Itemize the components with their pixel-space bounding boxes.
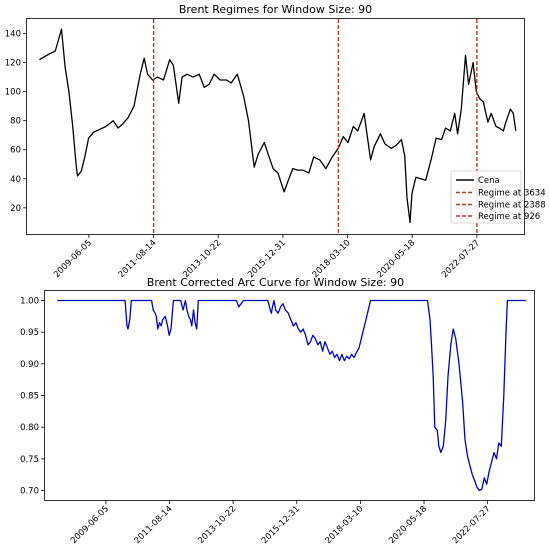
x-tick-label: 2022-07-27 bbox=[451, 504, 493, 546]
x-tick-label: 2013-10-22 bbox=[196, 504, 238, 546]
x-tick-label: 2018-03-10 bbox=[324, 504, 366, 546]
x-tick-label: 2013-10-22 bbox=[181, 238, 223, 280]
legend-label-regime-926: Regime at 926 bbox=[478, 212, 540, 222]
arc-curve-chart-lines bbox=[57, 299, 526, 492]
y-tick-label: 60 bbox=[10, 146, 21, 156]
arc-curve-chart-frame bbox=[44, 290, 535, 501]
y-tick-label: 120 bbox=[5, 59, 21, 69]
x-tick-label: 2020-05-18 bbox=[375, 238, 417, 280]
series-line-cena bbox=[39, 28, 517, 224]
y-tick-label: 20 bbox=[10, 204, 21, 214]
y-tick-label: 0.90 bbox=[20, 360, 39, 370]
regimes-chart: Brent Regimes for Window Size: 90 2009-0… bbox=[5, 3, 546, 280]
arc-curve-chart: Brent Corrected Arc Curve for Window Siz… bbox=[20, 276, 535, 546]
legend-box bbox=[450, 170, 522, 224]
x-tick-label: 2009-06-05 bbox=[52, 238, 94, 280]
y-tick-label: 0.70 bbox=[20, 487, 39, 497]
x-tick-label: 2015-12-31 bbox=[246, 238, 288, 280]
x-tick-label: 2020-05-18 bbox=[387, 504, 429, 546]
arc-curve-chart-x-ticks: 2009-06-05 2011-08-14 2013-10-22 2015-12-31… bbox=[69, 500, 493, 546]
x-tick-label: 2018-03-10 bbox=[311, 238, 353, 280]
x-tick-label: 2022-07-27 bbox=[440, 238, 482, 280]
y-tick-label: 0.80 bbox=[20, 423, 39, 433]
x-tick-label: 2011-08-14 bbox=[133, 504, 175, 546]
y-tick-label: 140 bbox=[5, 30, 21, 40]
series-line-main bbox=[57, 299, 526, 492]
regimes-chart-x-ticks: 2009-06-05 2011-08-14 2013-10-22 2015-12-31… bbox=[52, 234, 482, 280]
y-tick-label: 80 bbox=[10, 117, 21, 127]
y-tick-label: 0.75 bbox=[20, 455, 39, 465]
y-tick-label: 0.85 bbox=[20, 392, 39, 402]
y-tick-label: 1.00 bbox=[20, 297, 39, 307]
regimes-chart-frame bbox=[26, 18, 525, 235]
arc-curve-chart-title: Brent Corrected Arc Curve for Window Siz… bbox=[147, 276, 404, 289]
arc-curve-chart-y-ticks: 0.70 0.75 0.80 0.85 0.90 0.95 1.00 bbox=[20, 297, 45, 497]
y-tick-label: 0.95 bbox=[20, 328, 39, 338]
legend-label-regime-2388: Regime at 2388 bbox=[478, 201, 546, 211]
regimes-chart-lines bbox=[39, 19, 517, 234]
x-tick-label: 2011-08-14 bbox=[117, 238, 159, 280]
regimes-chart-title: Brent Regimes for Window Size: 90 bbox=[179, 3, 372, 16]
y-tick-label: 100 bbox=[5, 88, 21, 98]
regimes-chart-legend: Cena Regime at 3634 Regime at 2388 Regim… bbox=[450, 170, 546, 224]
legend-label-regime-3634: Regime at 3634 bbox=[478, 189, 546, 199]
x-tick-label: 2015-12-31 bbox=[260, 504, 302, 546]
x-tick-label: 2009-06-05 bbox=[69, 504, 111, 546]
regimes-chart-y-ticks: 20 40 60 80 100 120 140 bbox=[5, 30, 27, 214]
legend-label-cena: Cena bbox=[478, 176, 500, 186]
y-tick-label: 40 bbox=[10, 175, 21, 185]
